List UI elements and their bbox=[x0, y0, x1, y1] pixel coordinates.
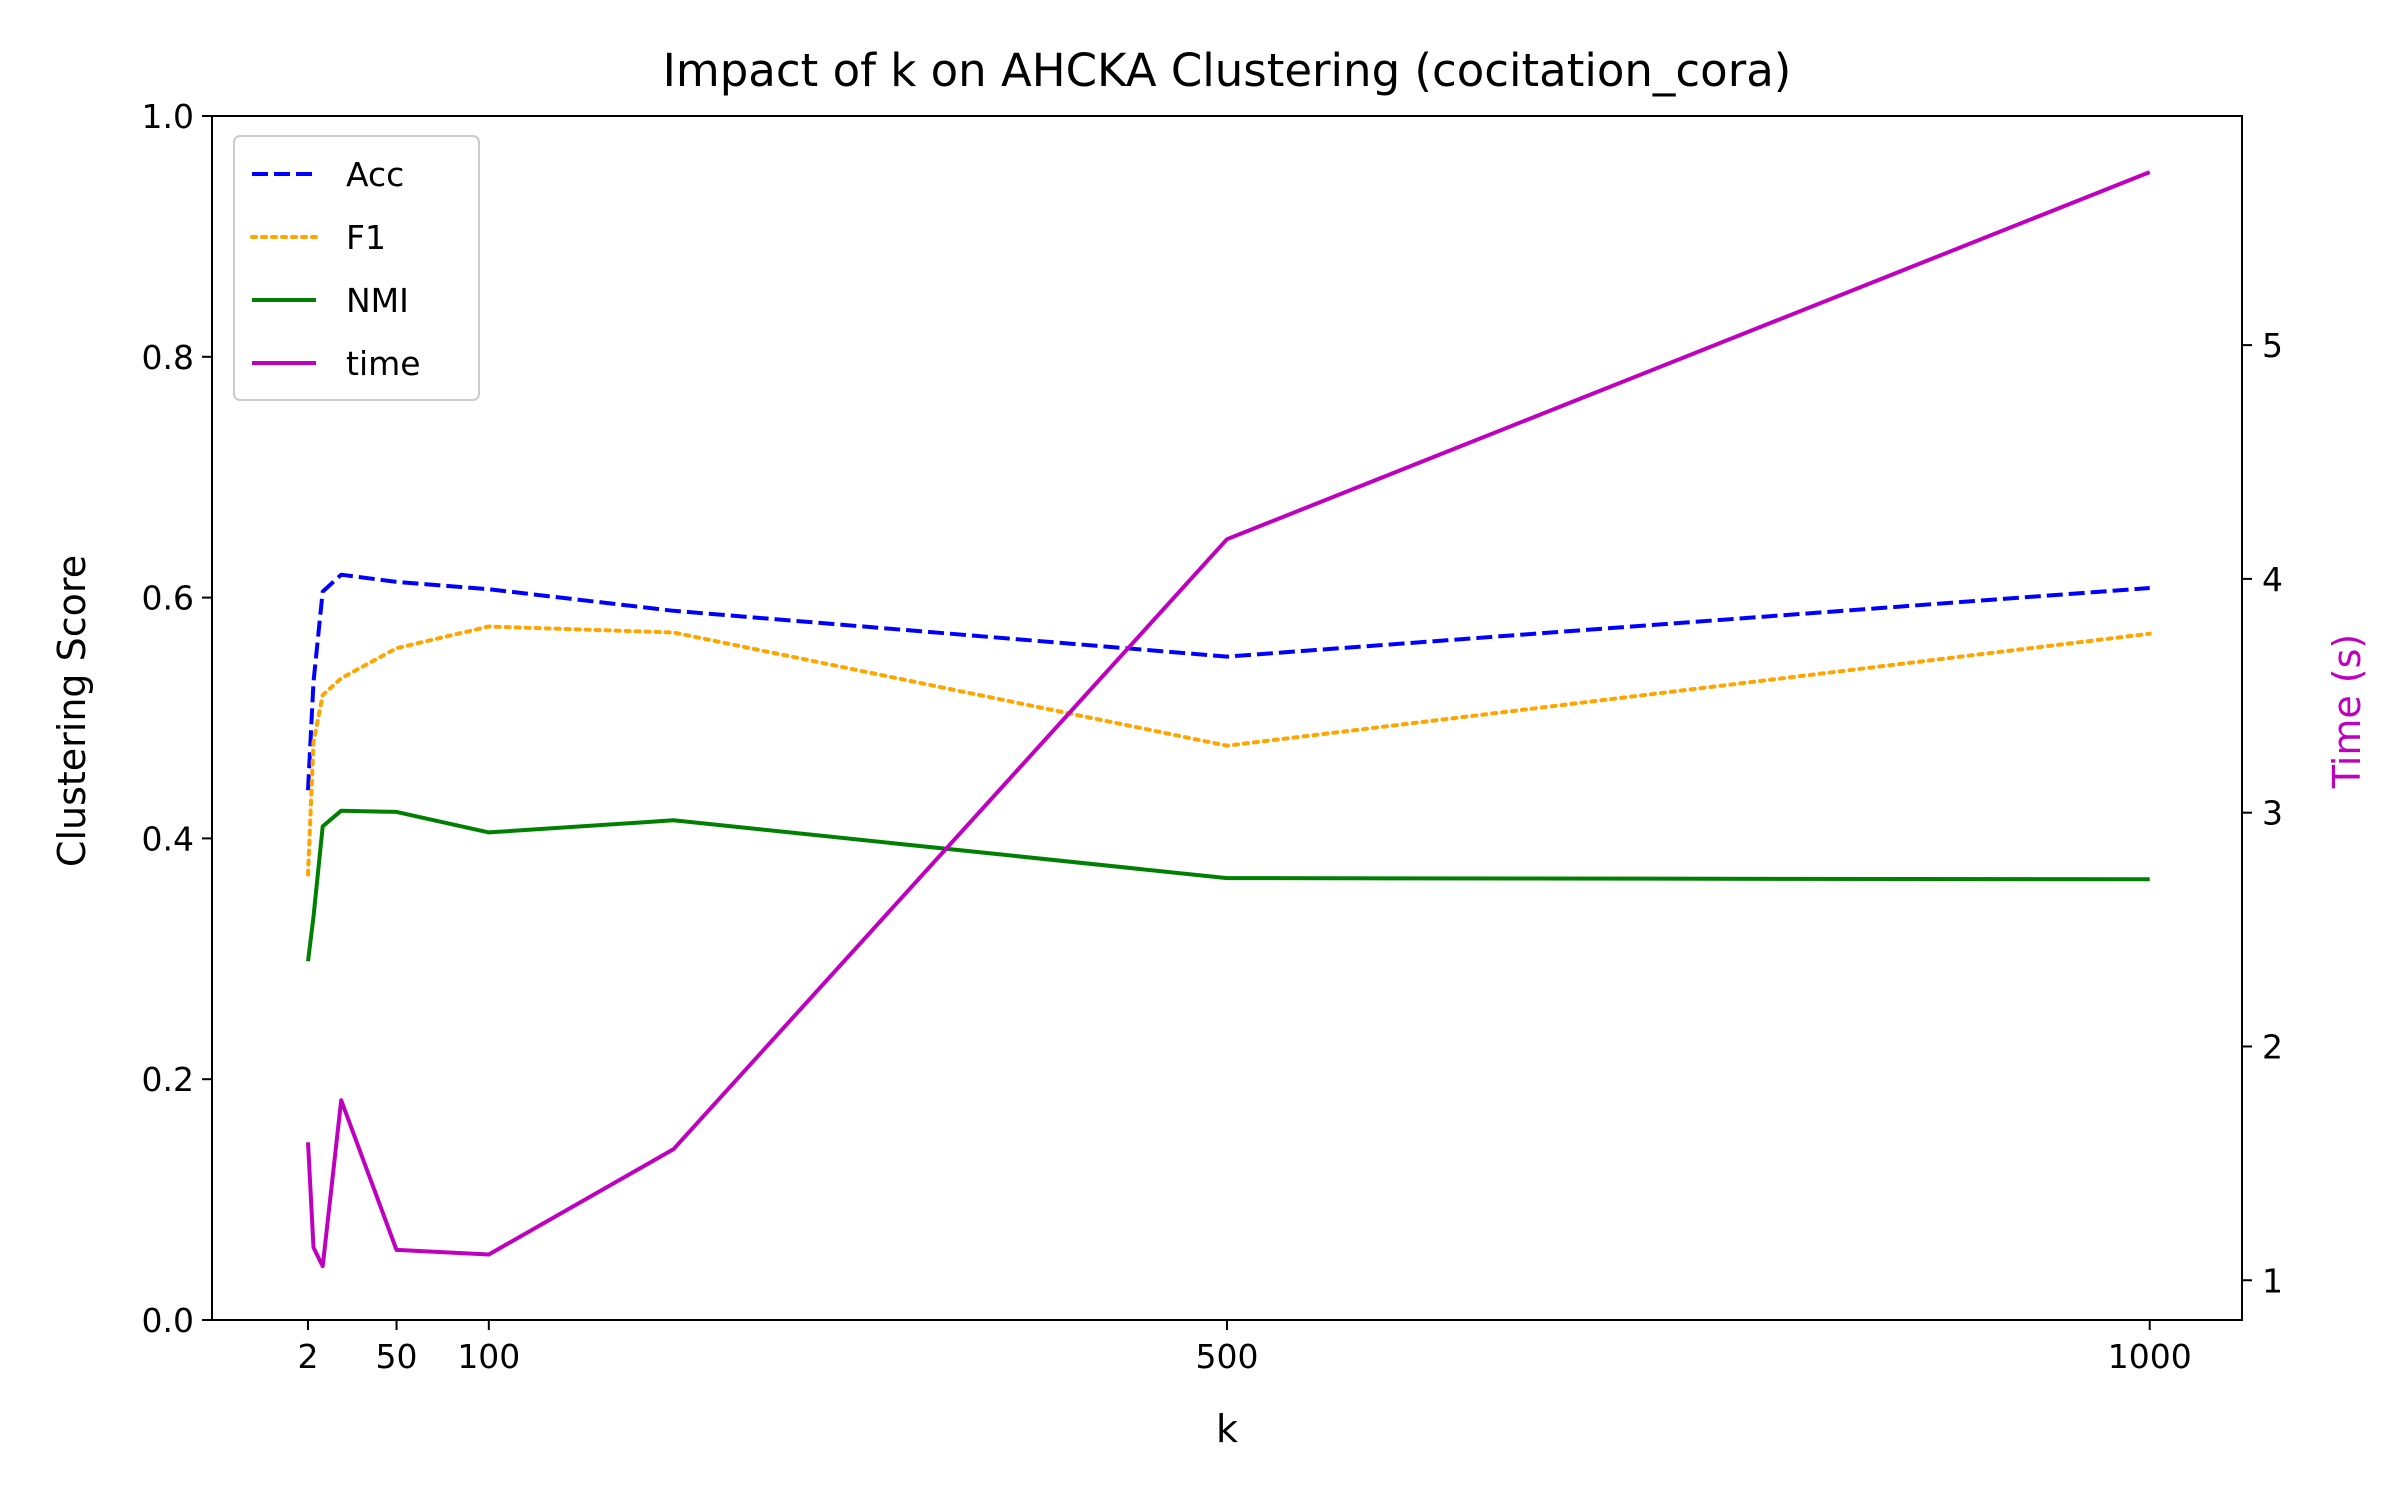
legend-label-nmi: NMI bbox=[346, 281, 409, 320]
y2-tick-label: 5 bbox=[2262, 326, 2283, 365]
legend-box bbox=[233, 135, 480, 401]
series-line-f1 bbox=[306, 624, 2152, 877]
y-tick-label: 0.4 bbox=[142, 819, 194, 858]
y-tick-label: 0.6 bbox=[142, 579, 194, 618]
chart-title: Impact of k on AHCKA Clustering (cocitat… bbox=[663, 44, 1792, 97]
x-tick-label: 50 bbox=[376, 1337, 418, 1376]
series-line-time bbox=[306, 170, 2151, 1269]
x-tick-label: 500 bbox=[1196, 1337, 1259, 1376]
y2-tick-label: 2 bbox=[2262, 1027, 2283, 1066]
series-layer bbox=[306, 170, 2152, 1269]
y2-axis-label: Time (s) bbox=[2325, 634, 2369, 790]
x-tick-label: 100 bbox=[457, 1337, 520, 1376]
legend-label-time: time bbox=[346, 344, 421, 383]
legend-label-f1: F1 bbox=[346, 218, 386, 257]
y-tick-label: 0.8 bbox=[142, 338, 194, 377]
legend-label-acc: Acc bbox=[346, 155, 404, 194]
y-tick-label: 1.0 bbox=[142, 97, 194, 136]
y-tick-label: 0.0 bbox=[142, 1301, 194, 1340]
y2-tick-label: 4 bbox=[2262, 560, 2283, 599]
y2-tick-label: 3 bbox=[2262, 794, 2283, 833]
x-tick-label: 1000 bbox=[2108, 1337, 2192, 1376]
y2-tick-label: 1 bbox=[2262, 1261, 2283, 1300]
series-line-acc bbox=[306, 572, 2150, 791]
y-axis-label: Clustering Score bbox=[50, 555, 94, 867]
x-axis-label: k bbox=[1216, 1407, 1238, 1451]
legend: Acc F1 NMI time bbox=[233, 135, 480, 401]
x-tick-label: 2 bbox=[297, 1337, 318, 1376]
axes-layer: 0.0 0.2 0.4 0.6 0.8 1.0 1 2 3 4 5 2 50 100 500 1000 bbox=[142, 97, 2283, 1376]
series-line-nmi bbox=[306, 808, 2150, 962]
y-tick-label: 0.2 bbox=[142, 1060, 194, 1099]
